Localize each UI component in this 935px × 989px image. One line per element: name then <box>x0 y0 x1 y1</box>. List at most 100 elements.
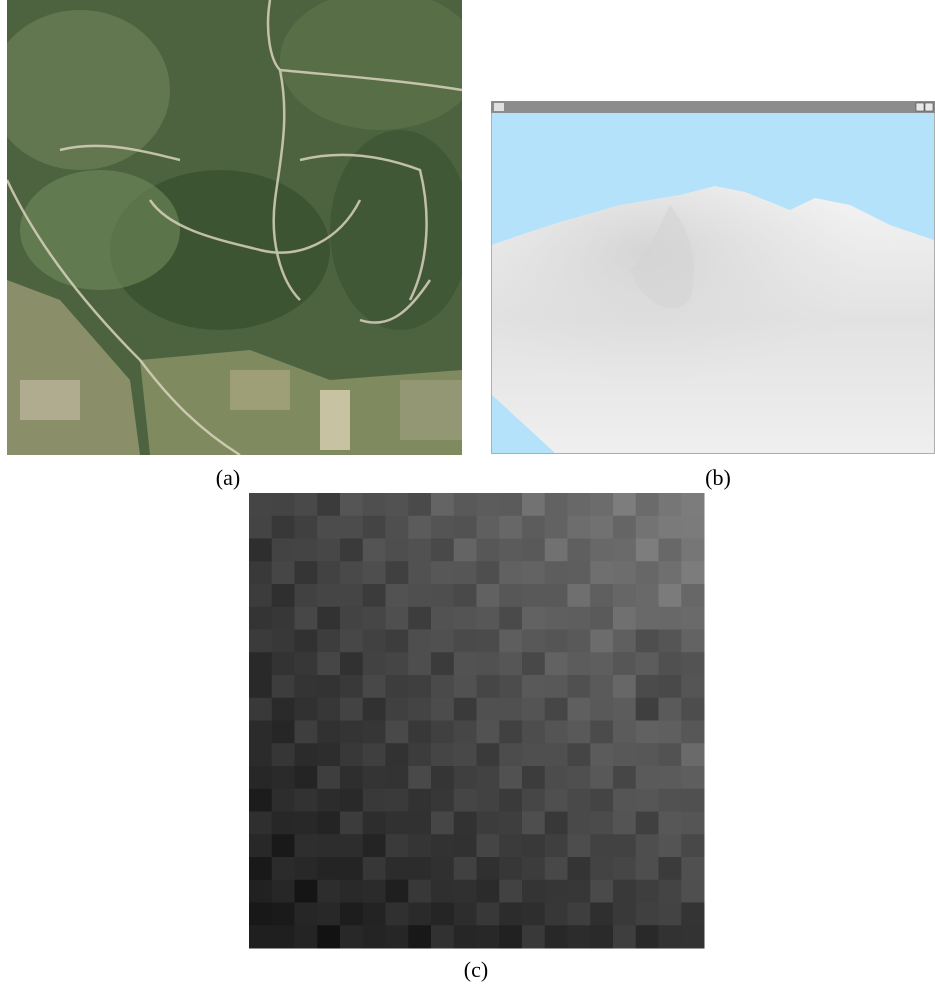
height-cell <box>590 834 614 858</box>
height-cell <box>476 652 500 676</box>
height-cell <box>249 879 273 903</box>
height-cell <box>271 788 295 812</box>
height-cell <box>453 606 477 630</box>
height-cell <box>635 857 659 881</box>
height-cell <box>476 697 500 721</box>
height-cell <box>635 538 659 562</box>
height-cell <box>362 925 386 949</box>
height-cell <box>590 720 614 744</box>
height-cell <box>567 629 591 653</box>
caption: (c) <box>464 957 488 982</box>
height-cell <box>385 720 409 744</box>
height-cell <box>431 902 455 926</box>
height-cell <box>317 879 341 903</box>
height-cell <box>271 584 295 608</box>
height-cell <box>499 697 523 721</box>
height-cell <box>271 606 295 630</box>
height-cell <box>544 743 568 767</box>
height-cell <box>408 743 432 767</box>
height-cell <box>249 629 273 653</box>
height-cell <box>340 879 364 903</box>
height-cell <box>613 857 637 881</box>
height-cell <box>522 629 546 653</box>
height-cell <box>613 766 637 790</box>
height-cell <box>613 561 637 585</box>
height-cell <box>294 902 318 926</box>
height-cell <box>453 652 477 676</box>
height-cell <box>590 538 614 562</box>
height-cell <box>249 720 273 744</box>
height-cell <box>590 606 614 630</box>
height-cell <box>567 561 591 585</box>
height-cell <box>476 493 500 517</box>
height-cell <box>522 902 546 926</box>
height-cell <box>476 925 500 949</box>
height-cell <box>340 493 364 517</box>
height-cell <box>385 925 409 949</box>
height-cell <box>431 720 455 744</box>
height-cell <box>613 515 637 539</box>
height-cell <box>522 675 546 699</box>
height-cell <box>476 788 500 812</box>
height-cell <box>249 652 273 676</box>
height-cell <box>340 857 364 881</box>
height-cell <box>362 834 386 858</box>
height-cell <box>431 857 455 881</box>
height-cell <box>453 697 477 721</box>
height-cell <box>681 652 705 676</box>
height-cell <box>317 584 341 608</box>
height-cell <box>294 743 318 767</box>
height-cell <box>499 584 523 608</box>
height-cell <box>340 788 364 812</box>
height-cell <box>590 857 614 881</box>
caption: (a) <box>216 465 240 490</box>
height-cell <box>613 925 637 949</box>
height-cell <box>522 857 546 881</box>
maximize-button[interactable] <box>924 102 934 112</box>
height-cell <box>681 675 705 699</box>
height-cell <box>340 515 364 539</box>
height-cell <box>294 879 318 903</box>
height-cell <box>658 584 682 608</box>
height-cell <box>544 493 568 517</box>
height-cell <box>408 902 432 926</box>
caption: (b) <box>705 465 731 490</box>
height-cell <box>453 902 477 926</box>
height-cell <box>658 902 682 926</box>
height-cell <box>544 720 568 744</box>
height-cell <box>658 766 682 790</box>
height-cell <box>408 834 432 858</box>
height-cell <box>408 606 432 630</box>
height-cell <box>590 629 614 653</box>
height-cell <box>590 652 614 676</box>
height-cell <box>658 493 682 517</box>
height-cell <box>362 879 386 903</box>
height-cell <box>362 902 386 926</box>
height-cell <box>294 675 318 699</box>
height-cell <box>249 834 273 858</box>
height-cell <box>590 743 614 767</box>
height-cell <box>499 515 523 539</box>
height-cell <box>590 515 614 539</box>
minimize-button[interactable] <box>915 102 925 112</box>
height-cell <box>431 584 455 608</box>
height-cell <box>681 493 705 517</box>
height-cell <box>340 834 364 858</box>
height-cell <box>681 857 705 881</box>
height-cell <box>681 788 705 812</box>
height-cell <box>249 538 273 562</box>
height-cell <box>544 561 568 585</box>
height-cell <box>294 652 318 676</box>
height-cell <box>317 652 341 676</box>
height-cell <box>681 902 705 926</box>
height-cell <box>499 652 523 676</box>
height-cell <box>658 538 682 562</box>
height-cell <box>294 766 318 790</box>
height-cell <box>317 561 341 585</box>
render-window <box>491 101 935 454</box>
height-cell <box>385 857 409 881</box>
height-cell <box>271 629 295 653</box>
height-cell <box>476 834 500 858</box>
height-cell <box>431 743 455 767</box>
height-cell <box>544 606 568 630</box>
